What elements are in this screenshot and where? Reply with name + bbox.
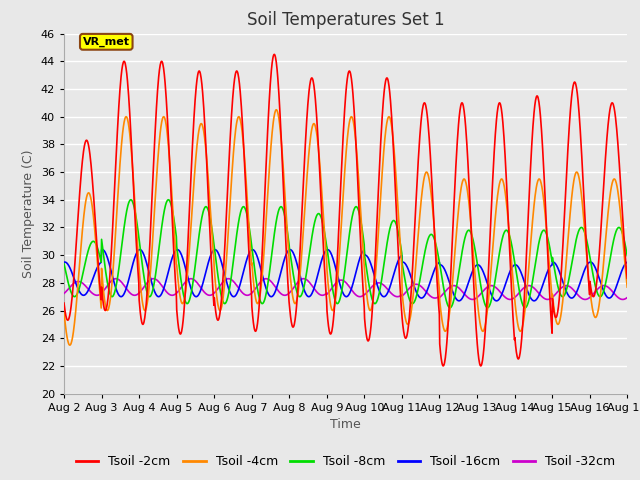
- Title: Soil Temperatures Set 1: Soil Temperatures Set 1: [247, 11, 444, 29]
- Text: VR_met: VR_met: [83, 36, 130, 47]
- Y-axis label: Soil Temperature (C): Soil Temperature (C): [22, 149, 35, 278]
- X-axis label: Time: Time: [330, 418, 361, 431]
- Legend: Tsoil -2cm, Tsoil -4cm, Tsoil -8cm, Tsoil -16cm, Tsoil -32cm: Tsoil -2cm, Tsoil -4cm, Tsoil -8cm, Tsoi…: [71, 450, 620, 473]
